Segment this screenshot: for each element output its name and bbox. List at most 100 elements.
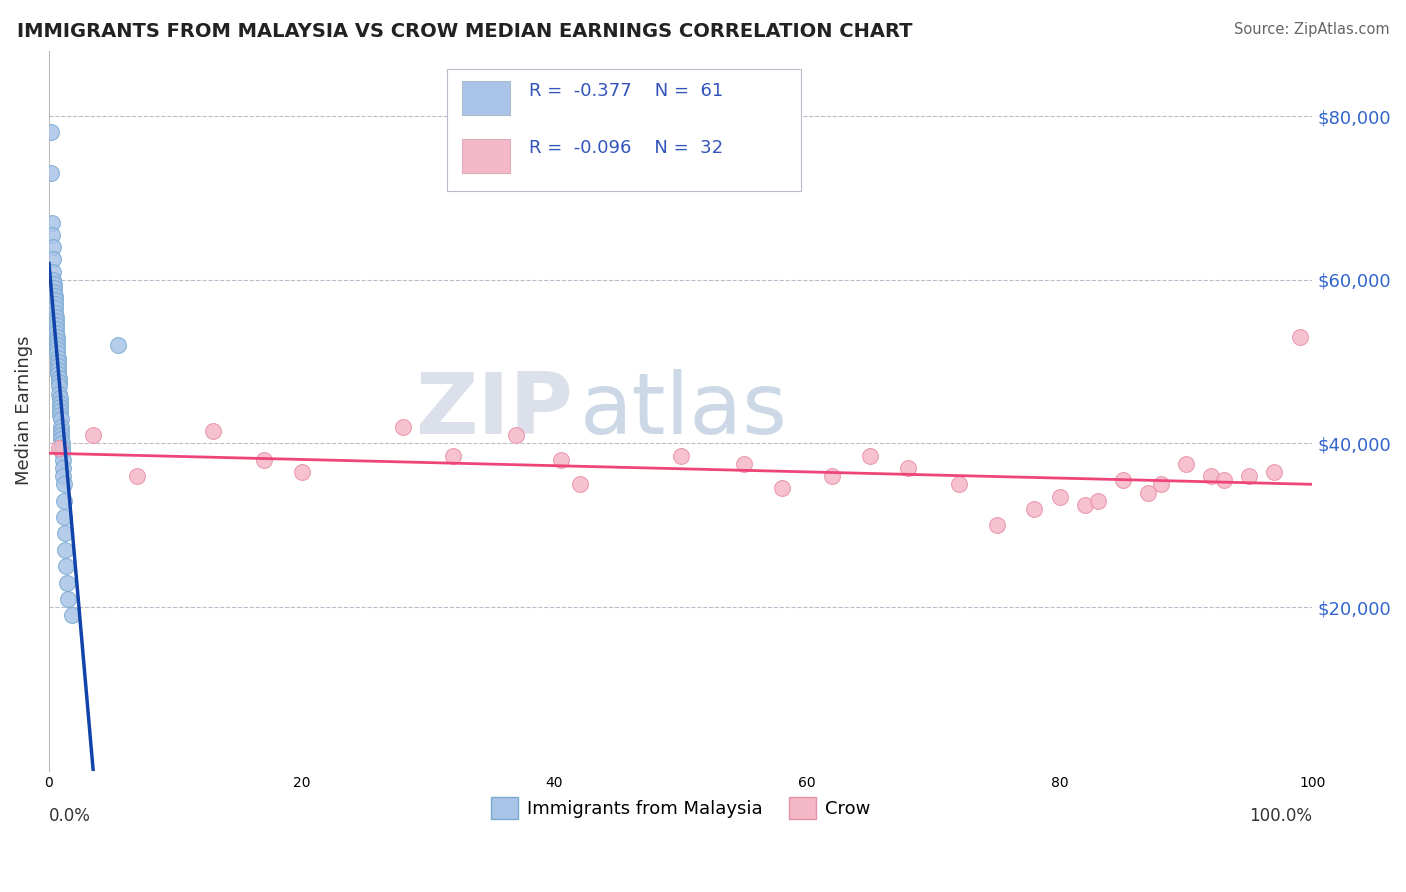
Point xyxy=(52,461,75,475)
Point xyxy=(1049,490,1071,504)
Y-axis label: Median Earnings: Median Earnings xyxy=(15,336,32,485)
Point xyxy=(733,457,755,471)
Point xyxy=(441,449,464,463)
Point xyxy=(821,469,844,483)
Point xyxy=(107,338,129,352)
Point xyxy=(51,436,73,450)
Point xyxy=(897,461,920,475)
Point xyxy=(48,392,70,406)
Point xyxy=(45,314,67,328)
Text: 100.0%: 100.0% xyxy=(1250,806,1312,825)
Point xyxy=(48,375,70,389)
Point xyxy=(48,371,70,385)
Point xyxy=(46,363,69,377)
Point xyxy=(42,277,65,291)
Point xyxy=(41,227,63,242)
Point xyxy=(52,477,75,491)
Point xyxy=(202,424,225,438)
Point xyxy=(51,444,73,458)
Point xyxy=(1024,501,1046,516)
Text: 0.0%: 0.0% xyxy=(49,806,91,825)
Text: R =  -0.096    N =  32: R = -0.096 N = 32 xyxy=(529,139,723,157)
Point xyxy=(44,305,66,319)
Point xyxy=(60,608,83,623)
Point xyxy=(253,452,276,467)
Point xyxy=(669,449,692,463)
Point xyxy=(52,469,75,483)
Point xyxy=(55,542,77,557)
Point xyxy=(52,493,75,508)
Point xyxy=(48,379,70,393)
Point xyxy=(51,441,73,455)
Point xyxy=(550,452,572,467)
Point xyxy=(46,346,69,360)
Point xyxy=(39,126,62,140)
Point xyxy=(46,351,69,365)
Point xyxy=(82,428,104,442)
Point xyxy=(46,338,69,352)
Text: atlas: atlas xyxy=(579,369,787,452)
Point xyxy=(42,252,65,267)
Point xyxy=(1087,493,1109,508)
Point xyxy=(1074,498,1097,512)
FancyBboxPatch shape xyxy=(463,81,510,115)
Point xyxy=(1112,473,1135,487)
Point xyxy=(42,264,65,278)
Point xyxy=(44,289,66,303)
Point xyxy=(55,575,77,590)
Point xyxy=(46,359,69,373)
Point xyxy=(44,297,66,311)
Point xyxy=(51,433,73,447)
Point xyxy=(48,395,70,409)
Point xyxy=(49,412,72,426)
Point xyxy=(41,215,63,229)
FancyBboxPatch shape xyxy=(463,138,510,173)
Point xyxy=(986,518,1008,533)
Point xyxy=(45,318,67,332)
Point xyxy=(45,330,67,344)
Point xyxy=(1263,465,1285,479)
Point xyxy=(49,400,72,414)
Point xyxy=(44,293,66,308)
Point xyxy=(41,240,63,254)
Point xyxy=(1150,477,1173,491)
Point xyxy=(127,469,149,483)
Legend: Immigrants from Malaysia, Crow: Immigrants from Malaysia, Crow xyxy=(484,790,879,827)
Text: ZIP: ZIP xyxy=(416,369,574,452)
Point xyxy=(568,477,591,491)
Text: R =  -0.377    N =  61: R = -0.377 N = 61 xyxy=(529,82,723,100)
Point xyxy=(45,322,67,336)
Point xyxy=(45,326,67,340)
Point xyxy=(39,166,62,180)
Point xyxy=(53,526,76,541)
Point xyxy=(48,441,70,455)
Point xyxy=(48,387,70,401)
Point xyxy=(44,285,66,299)
FancyBboxPatch shape xyxy=(447,69,800,191)
Point xyxy=(1237,469,1260,483)
Text: IMMIGRANTS FROM MALAYSIA VS CROW MEDIAN EARNINGS CORRELATION CHART: IMMIGRANTS FROM MALAYSIA VS CROW MEDIAN … xyxy=(17,22,912,41)
Point xyxy=(45,310,67,324)
Text: Source: ZipAtlas.com: Source: ZipAtlas.com xyxy=(1233,22,1389,37)
Point xyxy=(52,452,75,467)
Point xyxy=(1175,457,1198,471)
Point xyxy=(45,334,67,348)
Point xyxy=(46,343,69,357)
Point xyxy=(1288,330,1310,344)
Point xyxy=(291,465,314,479)
Point xyxy=(49,428,72,442)
Point xyxy=(49,424,72,438)
Point xyxy=(42,281,65,295)
Point xyxy=(48,367,70,381)
Point xyxy=(44,301,66,316)
Point xyxy=(1213,473,1236,487)
Point xyxy=(42,273,65,287)
Point xyxy=(49,420,72,434)
Point xyxy=(49,408,72,422)
Point xyxy=(56,591,79,606)
Point xyxy=(391,420,413,434)
Point xyxy=(948,477,970,491)
Point xyxy=(505,428,527,442)
Point xyxy=(53,510,76,524)
Point xyxy=(55,559,77,574)
